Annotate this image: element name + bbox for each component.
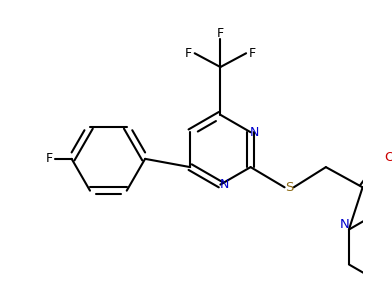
Text: F: F: [46, 152, 53, 165]
Text: S: S: [285, 181, 293, 194]
Text: F: F: [185, 47, 192, 60]
Text: N: N: [250, 126, 259, 139]
Text: F: F: [249, 47, 256, 60]
Text: F: F: [217, 27, 224, 40]
Text: N: N: [220, 178, 229, 191]
Text: O: O: [384, 150, 392, 164]
Text: N: N: [339, 218, 349, 232]
